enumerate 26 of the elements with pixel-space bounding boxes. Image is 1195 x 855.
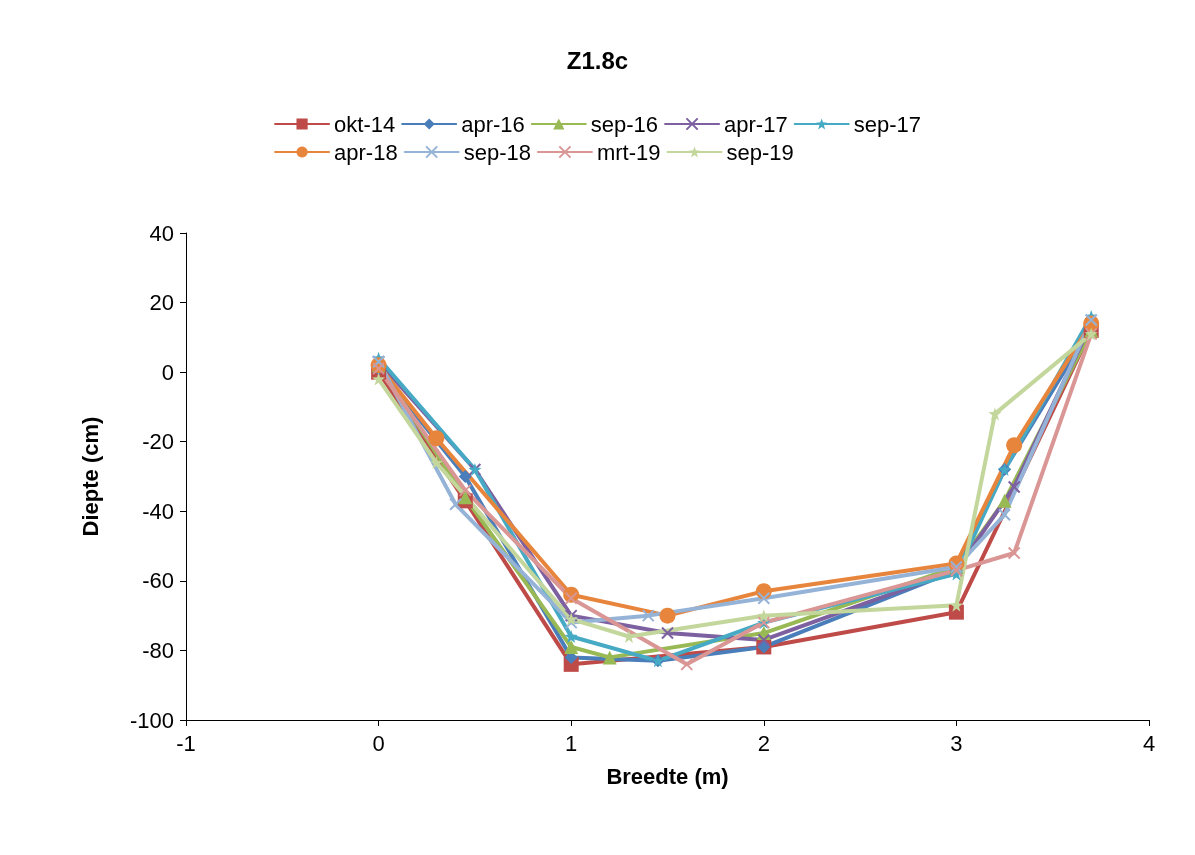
y-tick-label: -100 <box>129 707 174 733</box>
legend-label: mrt-19 <box>596 139 661 165</box>
x-axis-title: Breedte (m) <box>606 763 729 789</box>
x-tick-label: -1 <box>176 730 196 756</box>
legend-label: sep-17 <box>853 111 921 137</box>
y-tick-label: 40 <box>149 220 174 246</box>
y-tick-label: 20 <box>149 290 174 316</box>
y-tick-label: -80 <box>142 637 174 663</box>
chart-title: Z1.8c <box>566 46 629 74</box>
legend-label: sep-19 <box>726 139 794 165</box>
legend-label: sep-18 <box>463 139 531 165</box>
y-tick-label: -40 <box>142 498 174 524</box>
x-tick-label: 3 <box>950 730 963 756</box>
legend-label: okt-14 <box>334 111 396 137</box>
x-tick-label: 1 <box>565 730 578 756</box>
y-tick-label: -20 <box>142 429 174 455</box>
legend-label: apr-18 <box>334 139 398 165</box>
y-tick-label: 0 <box>161 359 174 385</box>
x-tick-label: 0 <box>372 730 385 756</box>
y-axis-title: Diepte (cm) <box>77 416 103 537</box>
x-tick-label: 2 <box>757 730 770 756</box>
x-tick-label: 4 <box>1142 730 1156 756</box>
legend-label: apr-17 <box>724 111 788 137</box>
y-tick-label: -60 <box>142 568 174 594</box>
legend-label: apr-16 <box>461 111 525 137</box>
legend-label: sep-16 <box>590 111 659 137</box>
